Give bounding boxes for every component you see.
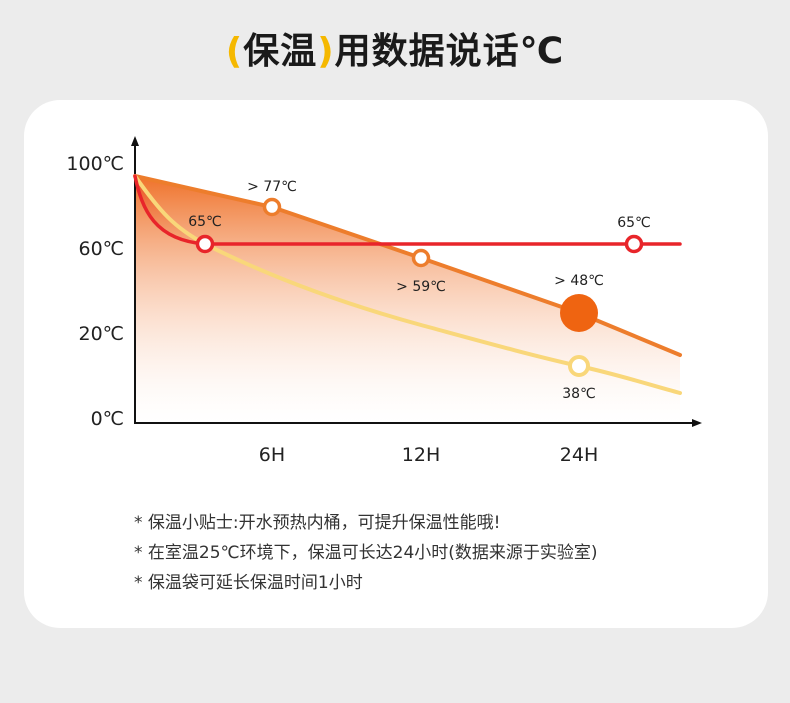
y-axis-arrow	[131, 136, 139, 146]
marker-77	[262, 197, 282, 217]
x-tick-24h: 24H	[560, 444, 598, 466]
marker-59	[411, 248, 431, 268]
title-highlight: 保温	[243, 31, 318, 72]
label-38: 38℃	[562, 386, 596, 402]
marker-65-right	[624, 234, 644, 254]
label-59: > 59℃	[396, 279, 446, 295]
page-title: (保温)用数据说话℃	[0, 22, 790, 74]
title-open-paren: (	[225, 31, 244, 72]
series-orange-area	[135, 176, 680, 423]
tips-notes: * 保温小贴士:开水预热内桶，可提升保温性能哦! * 在室温25℃环境下，保温可…	[134, 508, 598, 598]
x-tick-6h: 6H	[259, 444, 285, 466]
series-yellow-line	[133, 174, 682, 395]
y-tick-0: 0℃	[91, 408, 124, 430]
y-tick-60: 60℃	[78, 238, 124, 260]
label-65-left: 65℃	[188, 214, 222, 230]
note-room-temp: * 在室温25℃环境下，保温可长达24小时(数据来源于实验室)	[134, 543, 598, 563]
label-48: > 48℃	[554, 273, 604, 289]
marker-48	[560, 294, 598, 332]
note-insulated-bag: * 保温袋可延长保温时间1小时	[134, 573, 363, 593]
label-65-right: 65℃	[617, 215, 651, 231]
y-tick-100: 100℃	[66, 153, 124, 175]
x-axis-arrow	[692, 419, 702, 427]
x-tick-12h: 12H	[402, 444, 440, 466]
marker-38	[568, 355, 590, 377]
y-tick-20: 20℃	[78, 323, 124, 345]
marker-65-left	[195, 234, 215, 254]
note-preheat: * 保温小贴士:开水预热内桶，可提升保温性能哦!	[134, 513, 501, 533]
title-rest: 用数据说话℃	[334, 31, 565, 72]
title-close-paren: )	[317, 31, 335, 72]
series-red-area	[135, 176, 205, 244]
label-77: > 77℃	[247, 179, 297, 195]
